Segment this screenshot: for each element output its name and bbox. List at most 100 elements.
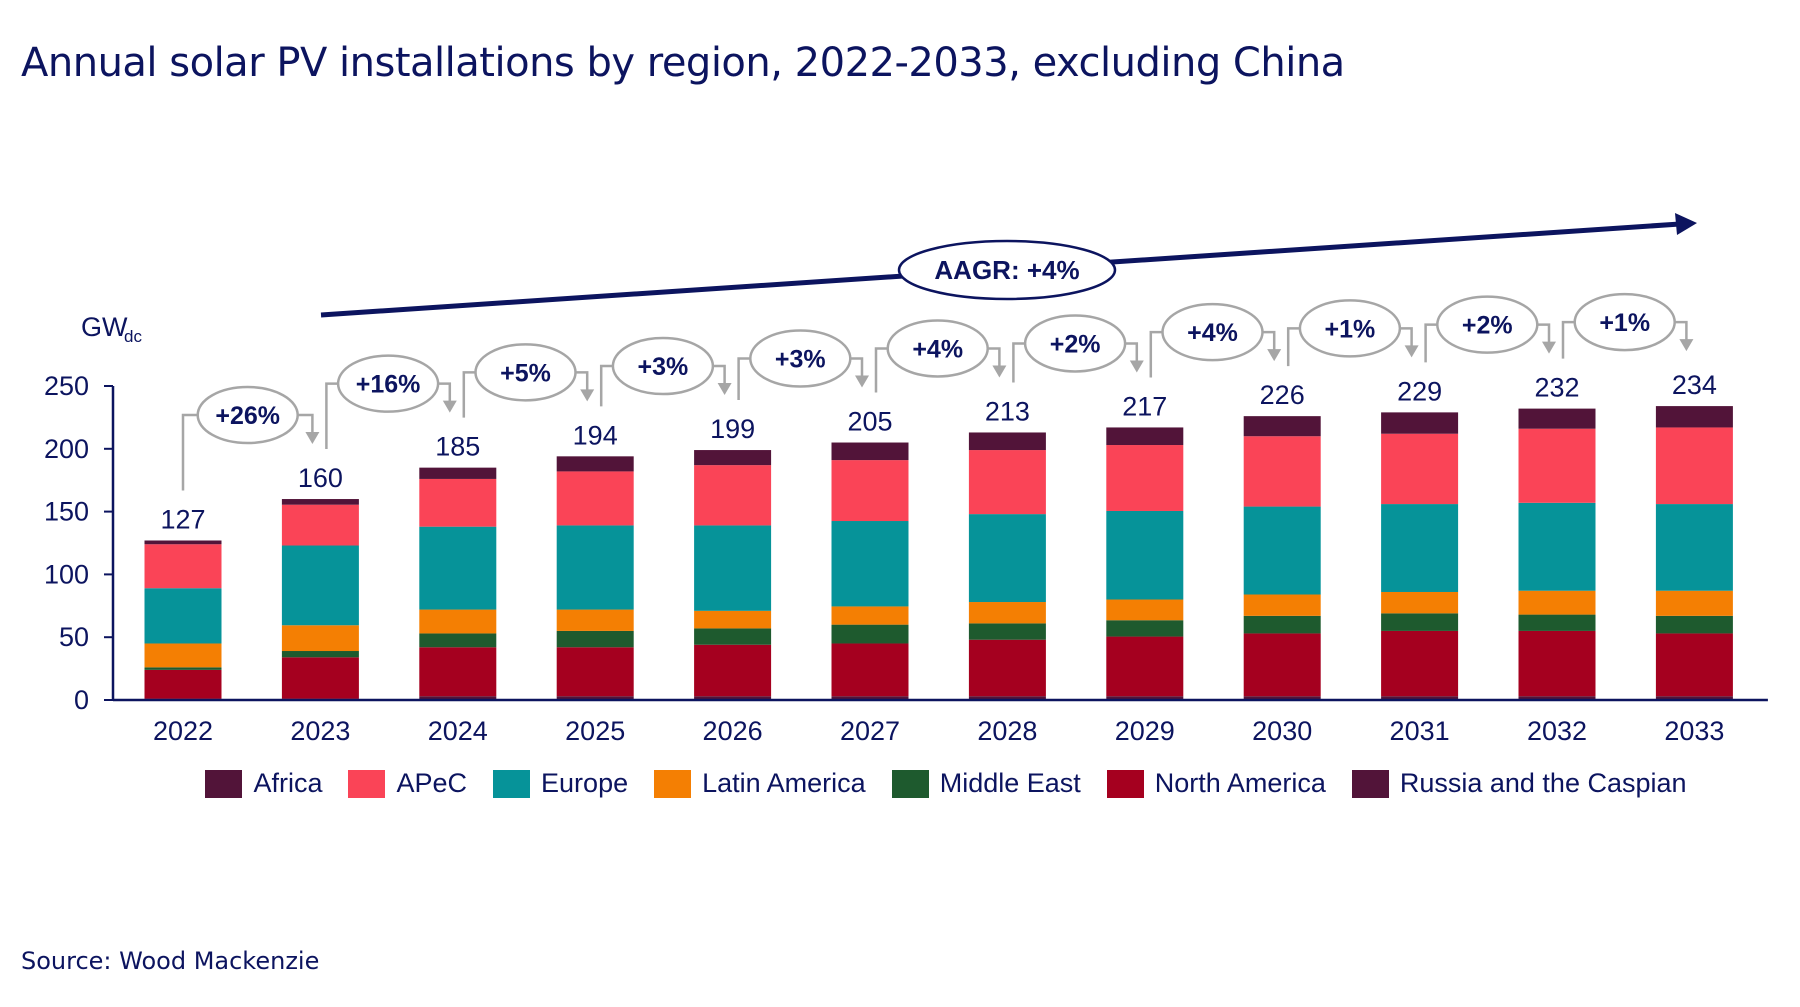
y-tick-label: 100 [44, 559, 89, 589]
x-tick-label: 2032 [1527, 716, 1587, 746]
arrow-down-icon [855, 375, 869, 388]
bar-segment-africa [419, 467, 497, 479]
bar-segment-africa [1518, 408, 1596, 429]
total-label: 226 [1260, 380, 1305, 410]
bar-segment-africa [144, 540, 222, 545]
growth-label: +16% [356, 371, 421, 399]
bar-segment-middle-east [556, 630, 634, 648]
bar-segment-middle-east [281, 651, 359, 658]
bar-segment-russia-and-the-caspian [1243, 696, 1321, 700]
bar-segment-latin-america [1655, 590, 1733, 616]
x-tick-label: 2024 [428, 716, 488, 746]
bar-segment-europe [1381, 504, 1459, 592]
total-label: 194 [573, 420, 618, 450]
total-label: 234 [1672, 370, 1717, 400]
bar-segment-africa [831, 442, 909, 461]
legend-label: Russia and the Caspian [1399, 768, 1687, 798]
growth-label: +1% [1325, 315, 1376, 343]
legend-swatch [205, 769, 243, 798]
bar-segment-europe [419, 526, 497, 610]
arrow-down-icon [1679, 339, 1694, 352]
bar-segment-russia-and-the-caspian [1381, 696, 1459, 700]
x-tick-label: 2025 [565, 716, 625, 746]
arrow-right-icon [1675, 213, 1697, 235]
growth-bubble [1573, 292, 1676, 352]
growth-bubble [886, 319, 989, 378]
total-label: 232 [1534, 373, 1579, 403]
x-tick-label: 2028 [977, 716, 1037, 746]
bar-segment-middle-east [144, 667, 222, 670]
bar-segment-north-america [281, 657, 359, 699]
arrow-down-icon [1267, 349, 1282, 362]
x-tick-label: 2031 [1390, 716, 1450, 746]
x-tick-label: 2029 [1115, 716, 1175, 746]
bar-segment-middle-east [694, 628, 772, 645]
y-tick-label: 200 [44, 434, 89, 464]
bar-segment-middle-east [419, 633, 497, 648]
legend-swatch [654, 769, 692, 798]
growth-bubble [611, 336, 715, 396]
bar-segment-russia-and-the-caspian [1518, 696, 1596, 700]
y-tick-label: 50 [59, 622, 89, 652]
bar-segment-north-america [1518, 630, 1596, 697]
bar-segment-middle-east [1655, 615, 1733, 634]
legend-item: Europe [493, 768, 628, 799]
growth-label: +3% [638, 353, 689, 381]
bar-segment-apec [1518, 428, 1596, 503]
x-tick-label: 2026 [703, 716, 763, 746]
legend-label: Latin America [702, 768, 866, 798]
growth-label: +5% [500, 359, 551, 387]
bar-segment-africa [694, 450, 772, 466]
legend-swatch [348, 769, 386, 798]
growth-label: +3% [775, 346, 826, 374]
bar-segment-russia-and-the-caspian [968, 696, 1046, 700]
bar-segment-latin-america [1518, 590, 1596, 615]
bar-segment-russia-and-the-caspian [1106, 696, 1184, 700]
bar-segment-latin-america [556, 609, 634, 631]
growth-bubble [1298, 299, 1402, 358]
legend-swatch [493, 769, 531, 798]
growth-bubble [1161, 302, 1264, 362]
bar-segment-africa [1655, 406, 1733, 428]
legend-item: North America [1106, 768, 1326, 799]
aagr-label: AAGR: +4% [934, 255, 1079, 285]
bar-segment-europe [1655, 504, 1733, 591]
bar-segment-latin-america [831, 606, 909, 625]
bar-segment-europe [281, 545, 359, 626]
legend-label: APeC [396, 768, 468, 798]
bar-segment-europe [831, 521, 909, 607]
arrow-down-icon [992, 365, 1007, 378]
x-tick-label: 2022 [153, 716, 213, 746]
growth-bubble [1023, 314, 1127, 373]
total-label: 217 [1122, 391, 1167, 421]
x-tick-label: 2030 [1252, 716, 1312, 746]
growth-bubble [1436, 295, 1539, 354]
legend-label: Europe [541, 768, 629, 798]
bar-segment-europe [144, 588, 222, 644]
arrow-down-icon [717, 383, 732, 396]
y-axis-label: GW [81, 312, 128, 342]
legend-item: Middle East [891, 768, 1081, 799]
total-label: 205 [847, 407, 892, 437]
legend-item: APeC [348, 768, 467, 799]
growth-label: +2% [1462, 312, 1513, 340]
chart-title: Annual solar PV installations by region,… [21, 40, 1345, 86]
bar-segment-apec [1655, 427, 1733, 505]
y-tick-label: 250 [44, 371, 89, 401]
bar-segment-apec [556, 471, 634, 526]
bar-segment-north-america [1655, 633, 1733, 697]
bar-segment-africa [556, 456, 634, 472]
bar-segment-africa [1106, 427, 1184, 446]
legend-swatch [1106, 769, 1144, 798]
legend-label: Middle East [939, 768, 1081, 798]
bar-segment-europe [694, 525, 772, 611]
arrow-down-icon [1129, 360, 1144, 373]
y-tick-label: 0 [74, 685, 89, 715]
bar-segment-north-america [694, 644, 772, 697]
bar-segment-africa [1243, 416, 1321, 437]
bar-segment-north-america [1381, 630, 1459, 697]
bar-segment-north-america [1243, 633, 1321, 697]
bar-segment-middle-east [1106, 620, 1184, 637]
y-tick-label: 150 [44, 497, 89, 527]
